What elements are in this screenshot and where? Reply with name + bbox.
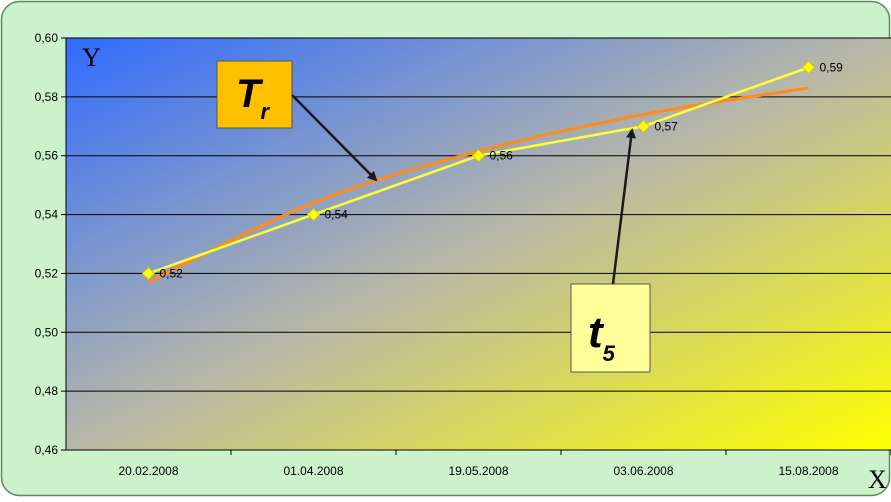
data-label: 0,56 (490, 149, 514, 163)
y-tick-label: 0,50 (35, 325, 59, 339)
x-tick-label: 19.05.2008 (448, 464, 508, 478)
svg-text:t5: t5 (588, 308, 616, 366)
data-marker (471, 149, 486, 163)
x-tick-label: 20.02.2008 (118, 464, 178, 478)
data-label: 0,59 (820, 60, 844, 74)
y-tick-label: 0,54 (35, 208, 59, 222)
x-tick-label: 15.08.2008 (778, 464, 838, 478)
callout-t5-sub: 5 (603, 341, 616, 366)
callout-tr-main: T (236, 72, 264, 116)
svg-text:Tr: Tr (236, 72, 270, 124)
x-axis-ticks: 20.02.2008 01.04.2008 19.05.2008 03.06.2008… (118, 450, 891, 478)
data-marker (141, 266, 156, 280)
x-tick-label: 01.04.2008 (283, 464, 343, 478)
callout-t5-main: t (588, 308, 605, 357)
y-tick-label: 0,48 (35, 384, 59, 398)
y-axis-label: Y (82, 43, 101, 72)
data-marker (306, 208, 321, 222)
plot-area (66, 38, 891, 450)
callout-tr: Tr (216, 60, 293, 129)
y-tick-label: 0,58 (35, 90, 59, 104)
y-tick-label: 0,60 (35, 31, 59, 45)
data-marker (801, 60, 816, 74)
y-tick-label: 0,52 (35, 266, 59, 280)
x-tick-label: 03.06.2008 (613, 464, 673, 478)
callout-tr-arrow (291, 94, 378, 182)
data-label: 0,54 (325, 208, 349, 222)
y-tick-label: 0,46 (35, 443, 59, 457)
callout-t5-arrow (611, 128, 636, 285)
x-axis-label: X (868, 465, 887, 494)
y-axis-ticks: 0,46 0,48 0,50 0,52 0,54 0,56 0,58 0,60 (35, 31, 66, 457)
callout-tr-sub: r (260, 99, 270, 124)
data-marker (636, 119, 651, 133)
data-label: 0,52 (160, 266, 184, 280)
data-labels: 0,52 0,54 0,56 0,57 0,59 (160, 60, 844, 280)
data-label: 0,57 (655, 119, 679, 133)
data-markers (141, 60, 816, 280)
callout-t5: t5 (570, 283, 651, 373)
y-tick-label: 0,56 (35, 149, 59, 163)
